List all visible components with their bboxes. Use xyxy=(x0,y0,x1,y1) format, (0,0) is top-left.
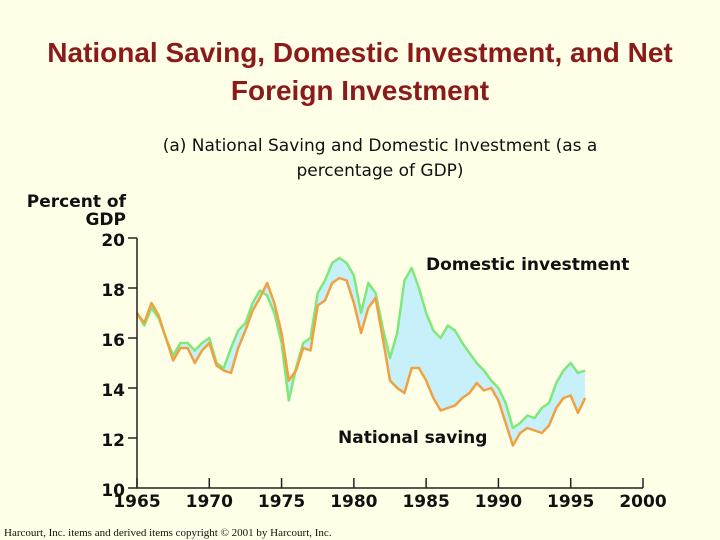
x-tick-label: 2000 xyxy=(619,492,666,512)
copyright: Harcourt, Inc. items and derived items c… xyxy=(4,527,332,539)
chart-subtitle: (a) National Saving and Domestic Investm… xyxy=(162,136,598,181)
y-axis-label: Percent of GDP xyxy=(26,192,126,230)
series-line xyxy=(135,276,587,447)
series-line xyxy=(135,256,586,430)
x-tick-label: 1980 xyxy=(330,492,377,512)
y-tick-label: 12 xyxy=(101,431,125,451)
chart-title: National Saving, Domestic Investment, an… xyxy=(47,37,673,106)
x-tick-label: 1970 xyxy=(186,492,233,512)
x-tick-label: 1995 xyxy=(547,492,594,512)
y-tick-label: 10 xyxy=(101,481,125,501)
series-annotation: National saving xyxy=(338,428,487,448)
y-tick-label: 18 xyxy=(101,281,125,301)
x-tick-label: 1985 xyxy=(402,492,449,512)
y-tick-label: 14 xyxy=(101,381,125,401)
series-annotation: Domestic investment xyxy=(426,255,629,275)
gap-area xyxy=(137,258,586,446)
x-tick-label: 1965 xyxy=(113,492,160,512)
x-tick-label: 1975 xyxy=(258,492,305,512)
y-tick-label: 16 xyxy=(101,331,125,351)
y-tick-label: 20 xyxy=(101,231,125,251)
x-tick-label: 1990 xyxy=(475,492,522,512)
